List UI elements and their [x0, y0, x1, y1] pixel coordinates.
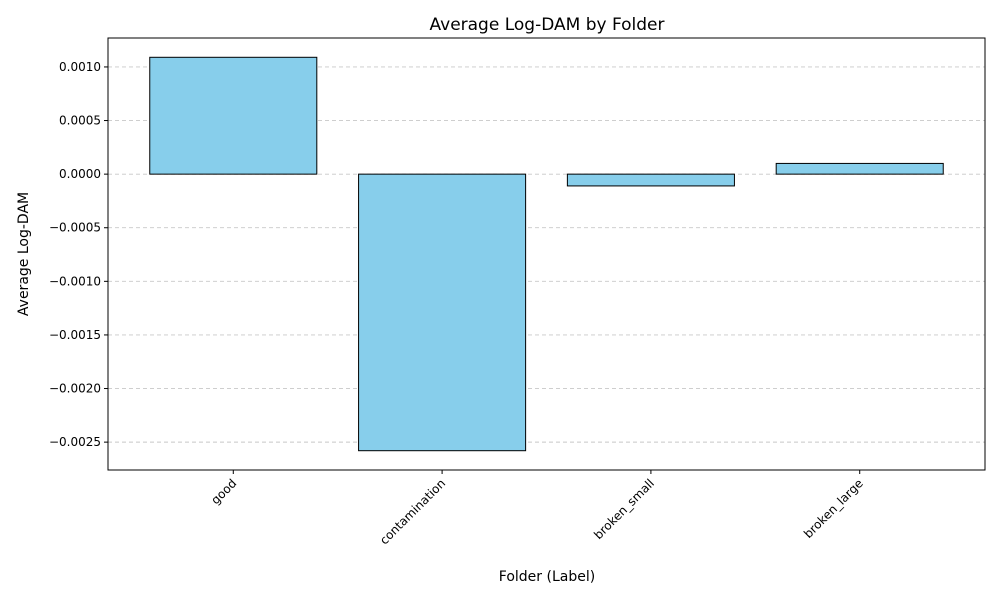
y-tick-label: −0.0025: [49, 435, 101, 449]
bars-layer: [149, 56, 944, 452]
y-tick-label: −0.0005: [49, 221, 101, 235]
x-axis-title: Folder (Label): [499, 569, 595, 585]
y-tick-label: 0.0000: [59, 167, 101, 181]
y-tick-label: −0.0010: [49, 274, 101, 288]
y-tick-label: 0.0010: [59, 60, 101, 74]
y-axis: 0.0010 0.0005 0.0000 −0.0005 −0.0010 −0.0015 −…: [49, 60, 108, 449]
bar-contamination: [358, 173, 527, 452]
bar-broken_large: [775, 162, 944, 175]
plot-frame: [107, 37, 986, 471]
y-axis-title: Average Log-DAM: [16, 192, 32, 316]
bar-good: [149, 56, 318, 175]
bar-broken_small: [566, 173, 735, 187]
y-tick-label: 0.0005: [59, 114, 101, 128]
y-tick-label: −0.0015: [49, 328, 101, 342]
chart-title: Average Log-DAM by Folder: [430, 15, 665, 35]
y-tick-label: −0.0020: [49, 382, 101, 396]
